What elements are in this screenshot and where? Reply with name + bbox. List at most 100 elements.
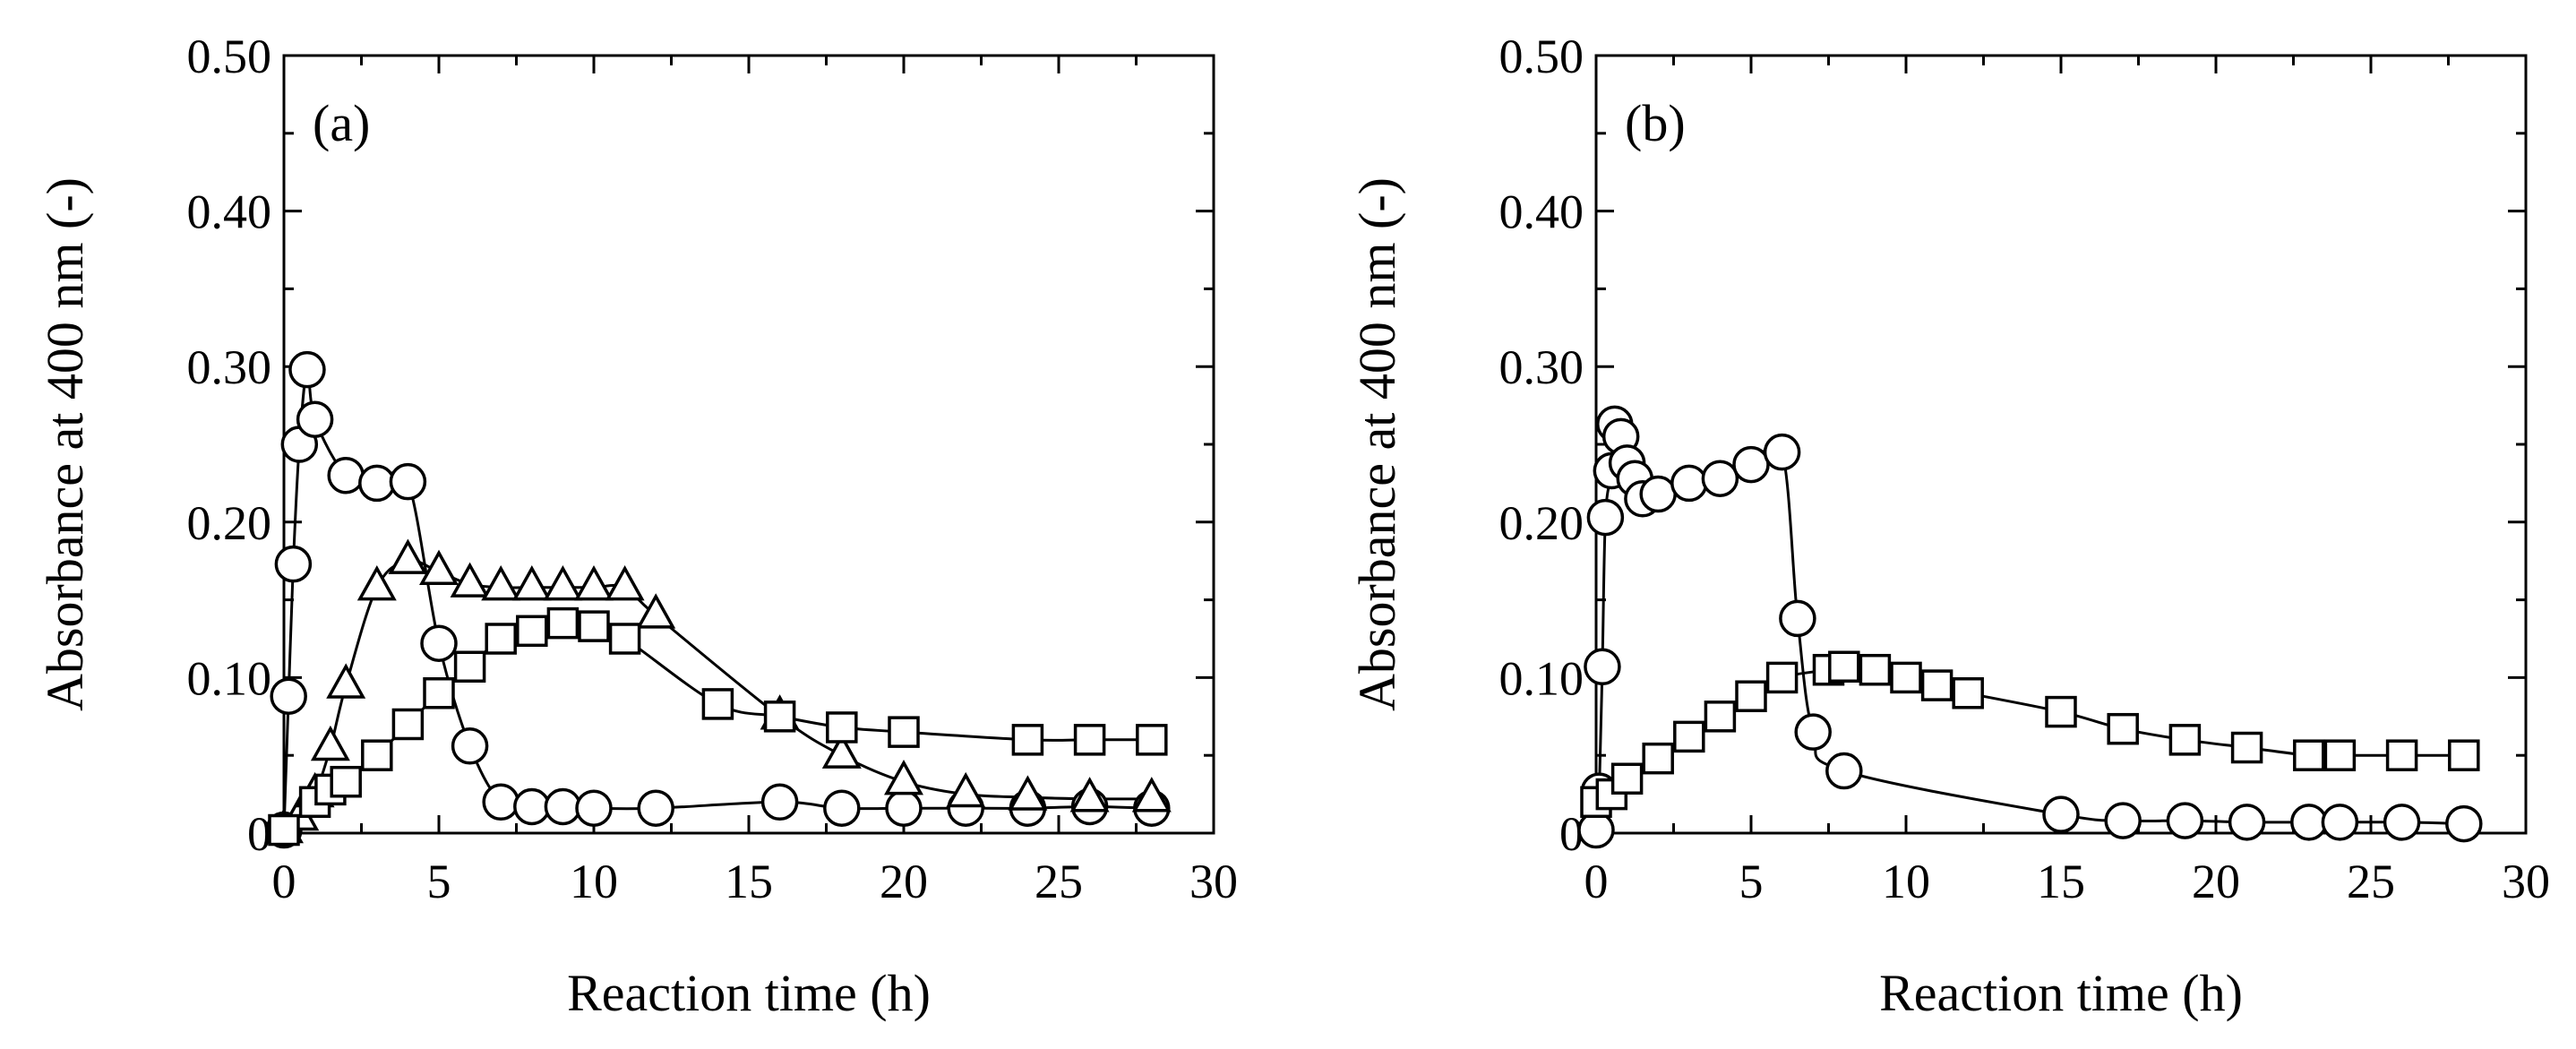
panel-a-triangle-point: [356, 565, 397, 601]
panel-b-square-point: [1828, 650, 1860, 683]
panel-a-label: (a): [313, 94, 370, 152]
panel-b-circle-point: [1794, 713, 1832, 751]
panel-b-circle-point: [2104, 802, 2142, 839]
panel-a-circle-point: [420, 624, 458, 662]
panel-a-circle-point: [482, 783, 519, 821]
panel-b-circle-point: [2228, 804, 2266, 841]
panel-a-x-axis-title: Reaction time (h): [567, 964, 931, 1022]
panel-a-circle-point: [544, 787, 582, 826]
panel-a-triangle-point: [419, 549, 459, 586]
panel-a-triangle-point: [605, 565, 645, 601]
panel-a-square-point: [701, 688, 734, 720]
panel-a-square-point: [423, 677, 455, 709]
panel-b-square-point: [1765, 661, 1799, 694]
panel-b-circle-point: [2166, 802, 2204, 839]
panel-a-triangle-point: [543, 565, 583, 601]
panel-a-triangle-point: [310, 725, 350, 761]
panel-b-circle-point: [2383, 804, 2421, 841]
panel-a-square-point: [546, 606, 580, 640]
panel-b-square-point: [2107, 712, 2139, 745]
panel-b-circle-point: [1732, 445, 1770, 484]
panel-b-y-tick-label: 0.30: [1499, 340, 1584, 394]
panel-a-circle-point: [358, 464, 396, 503]
panel-a-circle-point: [575, 789, 613, 827]
panel-a-square-point: [1011, 724, 1044, 756]
panel-b-circle-point: [1577, 811, 1615, 849]
panel-b-x-axis-title: Reaction time (h): [1879, 964, 2243, 1022]
panel-a-circle-point: [513, 787, 551, 826]
panel-a-circle-point: [823, 789, 861, 827]
panel-a-circle-point: [296, 400, 334, 438]
panel-b-x-tick-label: 0: [1584, 855, 1609, 908]
panel-b-square-point: [1673, 720, 1705, 753]
panel-a-y-tick-label: 0.10: [187, 651, 272, 705]
panel-a-circle-point: [288, 350, 326, 389]
panel-b-y-tick-label: 0.40: [1499, 185, 1584, 239]
panel-a-y-tick-label: 0.40: [187, 185, 272, 239]
panel-b-circle-point: [1584, 648, 1621, 685]
panel-a-square-point: [1073, 724, 1106, 756]
panel-b-circle-point: [1763, 433, 1801, 471]
panel-b-x-tick-label: 5: [1739, 855, 1764, 908]
panel-a-y-axis-title: Absorbance at 400 nm (-): [36, 177, 94, 711]
panel-b-y-axis-title: Absorbance at 400 nm (-): [1348, 177, 1406, 711]
panel-a-square-point: [578, 610, 610, 642]
panel-b-circle-point: [1701, 460, 1739, 497]
panel-b-y-tick-label: 0.10: [1499, 651, 1584, 705]
panel-b-x-tick-label: 25: [2347, 855, 2395, 908]
panel-b-y-tick-label: 0.20: [1499, 496, 1584, 550]
panel-b-y-tick-label: 0.50: [1499, 30, 1584, 83]
panel-a-triangle-point: [511, 565, 552, 601]
panel-a-circle-point: [389, 462, 427, 501]
panel-b-chart: (b) Reaction time (h) Absorbance at 400 …: [1348, 30, 2550, 1022]
panel-a-square-point: [1136, 724, 1168, 756]
panel-a-square-point: [268, 813, 300, 847]
panel-b-circle-point: [1779, 599, 1816, 638]
panel-a-square-point: [763, 701, 796, 733]
panel-a-square-point: [391, 708, 425, 741]
panel-a-x-tick-label: 20: [880, 855, 928, 908]
panel-b-square-point: [1735, 680, 1767, 712]
panel-b-circle-point: [2042, 795, 2080, 833]
panel-b-square-point: [1952, 677, 1984, 709]
panel-a-x-tick-label: 25: [1035, 855, 1083, 908]
panel-b-square-point: [2448, 739, 2480, 771]
panel-a-triangle-point: [884, 760, 923, 795]
panel-a-square-point: [453, 650, 486, 683]
panel-b-circle-point: [2290, 804, 2328, 841]
panel-b-circle-point: [2445, 804, 2483, 843]
panel-a-triangle-point: [1069, 777, 1110, 813]
panel-a-triangle-point: [574, 565, 614, 601]
panel-b-circle-point: [1670, 464, 1708, 503]
panel-a-triangle-point: [326, 663, 366, 699]
panel-a-square-point: [330, 765, 362, 798]
panel-a-triangle-point: [450, 562, 490, 598]
panel-a-square-point: [888, 716, 920, 748]
panel-b-square-point: [2385, 739, 2418, 771]
panel-a-circle-point: [451, 727, 489, 765]
panel-a-square-point: [485, 623, 517, 655]
panel-a-triangle-point: [481, 565, 521, 601]
panel-b-square-point: [2323, 739, 2357, 771]
panel-b-square-point: [1890, 661, 1922, 694]
panel-a-circle-point: [637, 789, 674, 827]
panel-b-circle-point: [1825, 752, 1863, 790]
panel-a-x-tick-label: 15: [725, 855, 773, 908]
panel-b-circle-point: [1586, 498, 1625, 537]
panel-a-x-tick-label: 5: [427, 855, 451, 908]
panel-a-triangle-point: [636, 593, 676, 629]
panel-b-x-tick-label: 15: [2037, 855, 2085, 908]
panel-a-y-tick-label: 0.50: [187, 30, 272, 83]
panel-b-square-point: [2293, 739, 2325, 771]
panel-a-x-tick-label: 0: [272, 855, 296, 908]
panel-a-triangle-point: [821, 733, 862, 769]
panel-b-square-point: [1642, 742, 1674, 775]
panel-a-circle-point: [885, 789, 923, 827]
panel-b-square-point: [2230, 731, 2263, 764]
panel-b-circle-point: [1639, 475, 1677, 513]
panel-b-x-tick-label: 20: [2192, 855, 2240, 908]
panel-a-y-tick-label: 0.30: [187, 340, 272, 394]
panel-b-square-series-line: [1595, 665, 2464, 804]
panel-a-square-point: [361, 739, 393, 771]
